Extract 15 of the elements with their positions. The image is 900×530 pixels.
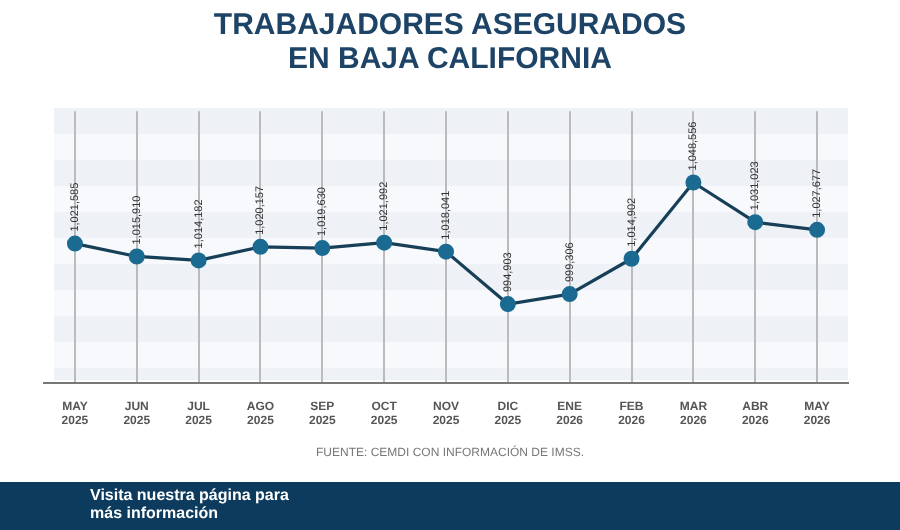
point bbox=[809, 221, 826, 238]
point bbox=[623, 250, 640, 267]
chart-title: TRABAJADORES ASEGURADOS EN BAJA CALIFORNIA bbox=[211, 8, 689, 76]
point bbox=[438, 243, 454, 260]
point bbox=[685, 174, 702, 191]
point bbox=[561, 286, 578, 303]
point bbox=[747, 214, 764, 231]
point bbox=[66, 235, 83, 252]
point bbox=[190, 252, 207, 269]
point bbox=[376, 234, 393, 251]
point bbox=[314, 240, 331, 257]
point bbox=[128, 248, 145, 265]
point bbox=[499, 296, 516, 313]
text: Visita nuestra página para más información bbox=[90, 486, 291, 522]
point bbox=[252, 238, 269, 255]
